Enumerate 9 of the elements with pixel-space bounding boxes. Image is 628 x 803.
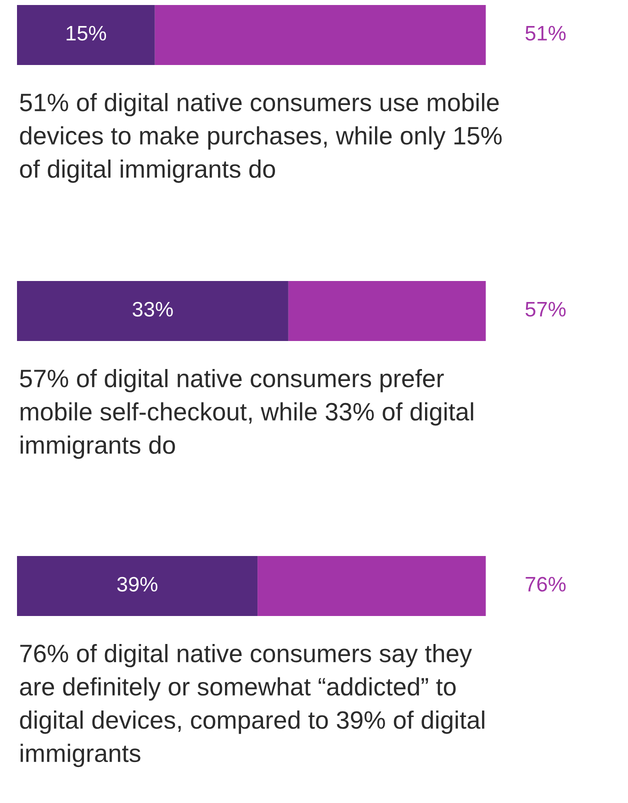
total-label: 51% xyxy=(526,26,566,41)
data-label: 33% xyxy=(132,302,173,317)
text: 57% of digital native consumers prefer mobile self-checkout, while 33% of digital immigrants do xyxy=(20,369,474,459)
text: 76% of digital native consumers say they are definitely or somewhat “addicted” to digital devices, compared to 39% of digital immigrants xyxy=(20,644,484,768)
total-label: 57% xyxy=(526,302,566,317)
total-label: 76% xyxy=(526,576,566,592)
data-label: 39% xyxy=(117,576,158,592)
text: 51% of digital native consumers use mobile devices to make purchases, while only 15% of digital immigrants do xyxy=(20,93,502,183)
data-label: 15% xyxy=(66,26,106,41)
